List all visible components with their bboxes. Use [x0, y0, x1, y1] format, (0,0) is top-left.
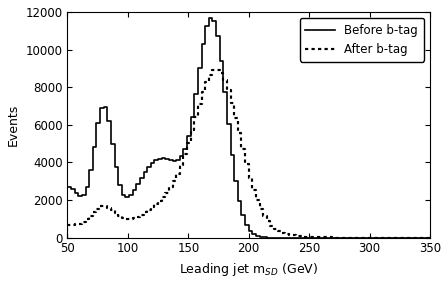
X-axis label: Leading jet m$_{SD}$ (GeV): Leading jet m$_{SD}$ (GeV) [179, 261, 318, 278]
Y-axis label: Events: Events [7, 104, 20, 146]
Legend: Before b-tag, After b-tag: Before b-tag, After b-tag [300, 18, 424, 62]
